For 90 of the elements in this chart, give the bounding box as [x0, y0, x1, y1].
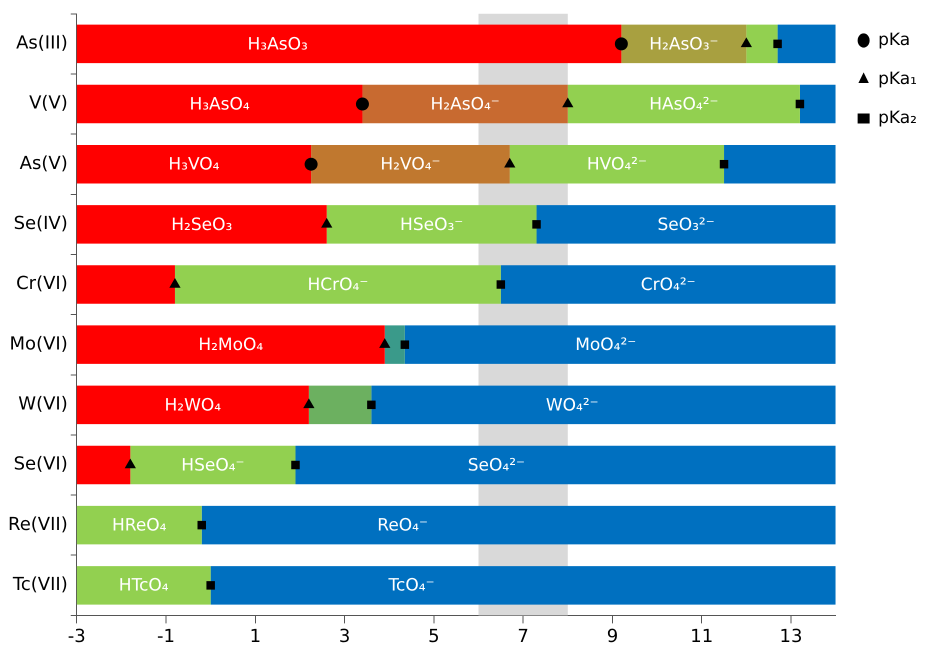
x-tick-label: -3: [68, 626, 86, 647]
legend-label: pKa₂: [878, 108, 917, 128]
point: [291, 460, 300, 470]
bar: [536, 205, 836, 244]
point: [321, 218, 332, 228]
point: [304, 158, 318, 171]
data-label: H₂SeO₃: [171, 214, 232, 235]
data-label: MoO₄²⁻: [575, 335, 636, 356]
bar: [76, 446, 130, 484]
x-tick-label: 7: [517, 626, 529, 647]
x-tick-label: 11: [690, 626, 714, 647]
bar: [76, 144, 312, 184]
point: [796, 100, 804, 108]
point: [614, 37, 628, 50]
bar: [76, 386, 309, 424]
bar: [76, 24, 622, 64]
data-label: H₂AsO₄⁻: [430, 94, 500, 114]
point: [303, 398, 315, 408]
point: [773, 40, 782, 48]
y-tick-label: Se(IV): [14, 213, 68, 234]
data-label: HSeO₃⁻: [400, 214, 464, 235]
y-tick-label: W(VI): [18, 394, 68, 415]
bar: [778, 24, 836, 64]
y-tick-label: Se(VI): [14, 454, 68, 475]
point: [740, 37, 752, 48]
bar: [384, 325, 405, 364]
y-tick-label: As(V): [20, 152, 68, 174]
point: [356, 98, 369, 111]
point: [496, 280, 506, 289]
y-tick-label: Cr(VI): [16, 273, 68, 294]
point: [720, 160, 728, 168]
data-label: SeO₄²⁻: [468, 455, 525, 476]
data-label: H₃VO₄: [168, 154, 220, 175]
legend-label: pKa₁: [878, 68, 917, 89]
data-label: H₂WO₄: [164, 395, 222, 416]
data-label: H₂MoO₄: [198, 335, 264, 356]
data-label: H₂VO₄⁻: [380, 154, 440, 175]
bar: [130, 446, 296, 484]
point: [367, 400, 376, 410]
bar: [76, 325, 385, 364]
bar: [724, 144, 836, 184]
y-tick-label: V(V): [29, 92, 68, 114]
point: [379, 338, 390, 348]
data-label: HAsO₄²⁻: [649, 94, 718, 114]
bar: [76, 205, 327, 244]
bar: [500, 265, 836, 304]
point: [169, 278, 181, 288]
data-label: HVO₄²⁻: [586, 154, 647, 175]
bar: [326, 205, 537, 244]
point: [400, 340, 410, 349]
data-label: HSeO₄⁻: [181, 455, 244, 476]
x-tick-label: 5: [428, 626, 440, 647]
point: [198, 520, 206, 530]
bar: [311, 144, 510, 184]
bar: [76, 84, 362, 124]
bar: [404, 325, 836, 364]
x-tick-label: 13: [780, 626, 802, 647]
y-tick-label: As(III): [16, 32, 68, 54]
bar: [800, 84, 836, 124]
x-tick-label: 9: [606, 626, 618, 647]
data-label: HCrO₄⁻: [307, 274, 368, 295]
point: [206, 581, 215, 590]
bar: [621, 24, 746, 64]
legend-label: pKa: [878, 30, 910, 50]
x-tick-label: -1: [157, 626, 176, 647]
bar: [371, 386, 836, 424]
bar: [174, 265, 501, 304]
data-label: H₃AsO₄: [189, 94, 250, 114]
data-label: HTcO₄: [118, 576, 169, 596]
data-label: TcO₄⁻: [388, 576, 435, 596]
bar: [308, 386, 372, 424]
point: [532, 220, 541, 229]
data-label: CrO₄²⁻: [640, 274, 696, 295]
data-label: H₂AsO₃⁻: [649, 34, 718, 54]
data-label: ReO₄⁻: [377, 516, 428, 536]
x-tick-label: 1: [250, 626, 262, 647]
bar: [76, 265, 175, 304]
point: [124, 458, 136, 468]
data-label: WO₄²⁻: [546, 395, 599, 416]
y-tick-label: Re(VII): [8, 514, 68, 535]
point: [504, 158, 516, 168]
data-label: H₃AsO₃: [247, 34, 308, 54]
bar: [362, 84, 568, 124]
point: [562, 98, 574, 108]
data-label: HReO₄: [112, 516, 167, 536]
bar: [295, 446, 836, 484]
data-label: SeO₃²⁻: [657, 214, 715, 235]
x-tick-label: 3: [338, 626, 350, 647]
y-tick-label: Tc(VII): [12, 574, 68, 595]
y-tick-label: Mo(VI): [10, 333, 68, 354]
